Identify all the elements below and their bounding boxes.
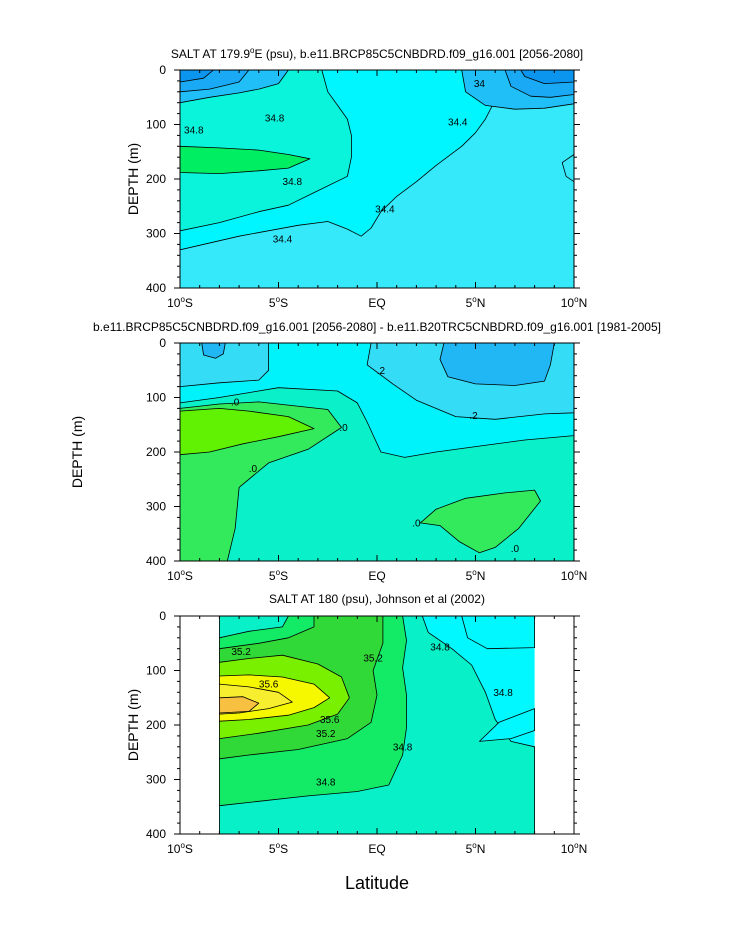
panel-1-contour-label-5: 34.4 <box>375 204 395 215</box>
panel-1-contour-label-6: 34.4 <box>448 117 468 128</box>
panel-2-x-tick-label: 10oS <box>167 568 193 583</box>
panel-2-x-tick-label: 5oS <box>269 568 288 583</box>
panel-3-region-north-cyan-wedge <box>478 708 535 742</box>
panel-2-ticks <box>174 342 580 562</box>
panel-3-y-axis-label: DEPTH (m) <box>125 689 141 761</box>
panel-2-contour-label-5: .0 <box>249 464 258 475</box>
panels: 34.8 34.8 34.8 34.4 34.4 34.4 34 10oS 5oS EQ 5oN 10… <box>93 46 661 856</box>
panel-3-contour-label-2: 35.6 <box>259 680 279 691</box>
panel-3-contour-label-9: 34.8 <box>316 778 336 789</box>
panel-1-contour-label-2: 34.8 <box>184 125 204 136</box>
panel-2-y-tick-label: 300 <box>146 500 166 514</box>
panel-3-y-tick-label: 0 <box>159 609 166 623</box>
panel-1-y-tick-label: 0 <box>159 63 166 77</box>
panel-1-x-tick-label: 10oN <box>561 295 587 310</box>
panel-1-region-high-salinity-core <box>180 145 311 175</box>
panel-3-y-tick-label: 400 <box>146 827 166 841</box>
panel-2-region-southern-bright-core <box>180 407 315 456</box>
panel-2-y-tick-label: 200 <box>146 445 166 459</box>
panel-2-y-tick-label: 400 <box>146 554 166 568</box>
panel-1-x-tick-label: 10oS <box>167 295 193 310</box>
panel-1-contour-label-7: 34 <box>474 79 486 90</box>
panel-3-contour-label-3: 35.6 <box>320 715 340 726</box>
panel-3-region-north-cyan-shelf <box>461 616 535 650</box>
panel-3-y-tick-label: 100 <box>146 664 166 678</box>
panel-1-title: SALT AT 179.9oE (psu), b.e11.BRCP85C5CNB… <box>171 46 583 61</box>
panel-3-x-tick-label: 5oN <box>466 841 486 856</box>
panel-1-region-southern-core <box>180 70 214 83</box>
panel-2-y-tick-label: 100 <box>146 391 166 405</box>
panel-3-y-tick-label: 200 <box>146 718 166 732</box>
panel-2-contour-label-1: .2 <box>377 366 386 377</box>
panel-3-title: SALT AT 180 (psu), Johnson et al (2002) <box>269 592 485 606</box>
panel-2-contour-label-2: .2 <box>469 411 478 422</box>
panel-3-x-tick-label: EQ <box>368 842 385 856</box>
panel-3-x-tick-label: 10oS <box>167 841 193 856</box>
panel-1-y-tick-label: 400 <box>146 281 166 295</box>
panel-1-region-northern-deep-core <box>520 70 574 84</box>
panel-3-region-salinity-maximum <box>218 696 260 714</box>
panel-1-y-axis-label: DEPTH (m) <box>125 143 141 215</box>
panel-3-contour-label-4: 35.2 <box>316 729 336 740</box>
panel-2-region-southern-pocket <box>201 343 226 359</box>
panel-3-contour-label-8: 34.8 <box>393 742 413 753</box>
panel-3-ticks <box>174 615 580 835</box>
panel-1-x-tick-label: 5oS <box>269 295 288 310</box>
panel-3-y-tick-label: 300 <box>146 773 166 787</box>
panel-2-contour-label-7: .0 <box>511 544 520 555</box>
panel-3: 35.2 35.6 35.6 35.2 35.2 34.8 34.8 34.8 34.8 10oS… <box>125 592 587 856</box>
panel-1-region-eastern-edge-lens <box>561 154 574 183</box>
panel-2-x-tick-label: 10oN <box>561 568 587 583</box>
panel-2-region-northern-core <box>439 343 555 386</box>
panel-1-region-aqua-layer <box>180 70 352 232</box>
panel-3-x-tick-label: 10oN <box>561 841 587 856</box>
panel-3-contour-label-6: 34.8 <box>430 643 450 654</box>
panel-1-contour-label-4: 34.4 <box>273 234 293 245</box>
panel-1: 34.8 34.8 34.8 34.4 34.4 34.4 34 10oS 5oS EQ 5oN 10… <box>125 46 587 310</box>
panel-2-region-northern-deep-lens <box>419 489 541 554</box>
panel-2-y-tick-label: 0 <box>159 336 166 350</box>
panel-2-contour-label-6: .0 <box>412 518 421 529</box>
panel-2-contour-label-3: .0 <box>231 397 240 408</box>
panel-3-contour-label-1: 35.2 <box>231 647 251 658</box>
panel-2-region-southern-surface-blue <box>180 343 270 388</box>
panel-2-x-tick-label: 5oN <box>466 568 486 583</box>
panel-1-ticks <box>174 69 580 289</box>
x-axis-label: Latitude <box>345 873 409 893</box>
side-y-axis-label: DEPTH (m) <box>69 416 85 488</box>
panel-2-contour-label-4: .0 <box>339 423 348 434</box>
panel-2-x-tick-label: EQ <box>368 569 385 583</box>
panel-3-x-tick-label: 5oS <box>269 841 288 856</box>
panel-1-y-tick-label: 200 <box>146 172 166 186</box>
panel-3-contour-label-7: 34.8 <box>493 688 513 699</box>
panel-2-field: .2 .2 .0 .0 .0 .0 .0 <box>180 343 574 561</box>
panel-3-contour-label-5: 35.2 <box>363 653 383 664</box>
panel-1-y-tick-label: 300 <box>146 227 166 241</box>
panel-1-contour-label-3: 34.8 <box>283 177 303 188</box>
panel-1-contour-label-1: 34.8 <box>265 113 285 124</box>
panel-3-field: 35.2 35.6 35.6 35.2 35.2 34.8 34.8 34.8 34.8 <box>218 616 535 834</box>
panel-2-title: b.e11.BRCP85C5CNBDRD.f09_g16.001 [2056-2… <box>93 320 661 334</box>
panel-2: .2 .2 .0 .0 .0 .0 .0 10oS 5oS EQ 5oN 10oN 0 100 200 300… <box>93 320 661 583</box>
panel-1-x-tick-label: 5oN <box>466 295 486 310</box>
panel-1-y-tick-label: 100 <box>146 118 166 132</box>
panel-1-x-tick-label: EQ <box>368 296 385 310</box>
panel-1-field: 34.8 34.8 34.8 34.4 34.4 34.4 34 <box>180 70 574 288</box>
